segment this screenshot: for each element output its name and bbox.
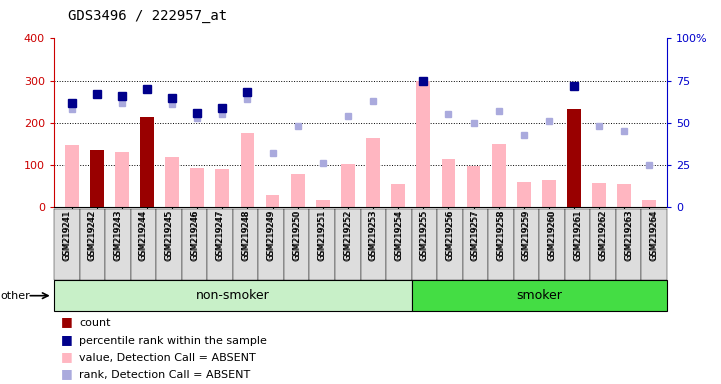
Bar: [341, 164, 355, 207]
Text: GSM219259: GSM219259: [522, 209, 531, 260]
Text: GSM219251: GSM219251: [318, 210, 327, 261]
Bar: [165, 157, 179, 207]
Bar: [115, 152, 129, 207]
Text: GSM219245: GSM219245: [164, 210, 174, 261]
Text: GSM219255: GSM219255: [420, 210, 429, 261]
Text: GSM219259: GSM219259: [522, 210, 531, 261]
Text: GSM219248: GSM219248: [241, 210, 250, 261]
Bar: [642, 200, 656, 207]
Text: GSM219250: GSM219250: [292, 210, 301, 261]
Text: GSM219257: GSM219257: [471, 209, 480, 260]
Text: GSM219258: GSM219258: [497, 210, 505, 261]
Text: GSM219261: GSM219261: [573, 209, 582, 260]
Bar: [392, 184, 405, 207]
Bar: [65, 145, 79, 207]
Text: GSM219256: GSM219256: [446, 210, 454, 261]
Text: GSM219244: GSM219244: [139, 210, 148, 261]
Text: ■: ■: [61, 350, 73, 363]
Text: ■: ■: [61, 315, 73, 328]
Text: GSM219253: GSM219253: [368, 209, 378, 260]
Bar: [492, 144, 505, 207]
Text: percentile rank within the sample: percentile rank within the sample: [79, 336, 267, 346]
Text: other: other: [0, 291, 30, 301]
Text: GSM219241: GSM219241: [62, 209, 71, 260]
Text: GSM219262: GSM219262: [598, 209, 608, 260]
Text: GSM219263: GSM219263: [624, 210, 633, 261]
Text: GSM219255: GSM219255: [420, 209, 429, 260]
Text: GSM219246: GSM219246: [190, 209, 199, 260]
Bar: [316, 200, 329, 207]
Text: GSM219251: GSM219251: [318, 209, 327, 260]
Text: GDS3496 / 222957_at: GDS3496 / 222957_at: [68, 9, 228, 23]
Text: GSM219264: GSM219264: [650, 209, 659, 260]
Bar: [466, 166, 480, 207]
Bar: [417, 81, 430, 207]
Text: ■: ■: [61, 367, 73, 380]
Bar: [592, 183, 606, 207]
Text: GSM219252: GSM219252: [343, 209, 353, 260]
Bar: [517, 182, 531, 207]
Text: non-smoker: non-smoker: [196, 289, 270, 302]
Text: GSM219253: GSM219253: [368, 210, 378, 261]
Text: GSM219249: GSM219249: [267, 210, 275, 261]
Bar: [366, 138, 380, 207]
Text: GSM219257: GSM219257: [471, 210, 480, 261]
Text: GSM219250: GSM219250: [292, 209, 301, 260]
Text: GSM219242: GSM219242: [88, 209, 97, 260]
Text: GSM219254: GSM219254: [394, 209, 403, 260]
Text: GSM219260: GSM219260: [547, 210, 557, 261]
Bar: [265, 195, 280, 207]
Text: ■: ■: [61, 333, 73, 346]
Bar: [216, 169, 229, 207]
Text: GSM219261: GSM219261: [573, 210, 582, 261]
Text: count: count: [79, 318, 111, 328]
Text: GSM219264: GSM219264: [650, 210, 659, 261]
Text: GSM219246: GSM219246: [190, 210, 199, 261]
Bar: [567, 109, 581, 207]
Bar: [441, 159, 456, 207]
Text: value, Detection Call = ABSENT: value, Detection Call = ABSENT: [79, 353, 256, 363]
Text: rank, Detection Call = ABSENT: rank, Detection Call = ABSENT: [79, 370, 251, 380]
Bar: [140, 118, 154, 207]
Text: GSM219262: GSM219262: [598, 210, 608, 261]
Text: GSM219263: GSM219263: [624, 209, 633, 260]
Text: smoker: smoker: [516, 289, 562, 302]
Text: GSM219248: GSM219248: [241, 209, 250, 260]
Text: GSM219243: GSM219243: [113, 209, 123, 260]
Bar: [241, 132, 255, 207]
Text: GSM219252: GSM219252: [343, 210, 353, 261]
Text: GSM219242: GSM219242: [88, 210, 97, 261]
Text: GSM219241: GSM219241: [62, 210, 71, 261]
Text: GSM219258: GSM219258: [497, 209, 505, 260]
Text: GSM219254: GSM219254: [394, 210, 403, 261]
Bar: [190, 169, 204, 207]
Text: GSM219245: GSM219245: [164, 209, 174, 260]
Bar: [291, 174, 304, 207]
Bar: [617, 184, 631, 207]
Text: GSM219243: GSM219243: [113, 210, 123, 261]
Text: GSM219244: GSM219244: [139, 209, 148, 260]
Bar: [542, 180, 556, 207]
Text: GSM219247: GSM219247: [216, 210, 224, 261]
Bar: [90, 150, 104, 207]
Text: GSM219247: GSM219247: [216, 209, 224, 260]
Text: GSM219249: GSM219249: [267, 209, 275, 260]
Text: GSM219260: GSM219260: [547, 209, 557, 260]
Text: GSM219256: GSM219256: [446, 209, 454, 260]
